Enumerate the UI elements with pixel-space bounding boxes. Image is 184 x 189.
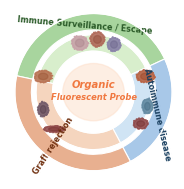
Wedge shape: [36, 80, 121, 149]
Text: Immune Surveillance / Escape: Immune Surveillance / Escape: [17, 15, 153, 35]
Wedge shape: [17, 13, 165, 79]
Polygon shape: [38, 73, 48, 80]
Wedge shape: [37, 35, 146, 84]
Ellipse shape: [63, 64, 124, 121]
Polygon shape: [72, 36, 89, 50]
Wedge shape: [123, 59, 172, 162]
Text: Autoimmune disease: Autoimmune disease: [142, 67, 173, 161]
Polygon shape: [111, 41, 117, 48]
Text: Fluorescent Probe: Fluorescent Probe: [51, 93, 137, 102]
Circle shape: [34, 32, 153, 152]
Wedge shape: [36, 80, 121, 149]
Text: Organic: Organic: [72, 81, 115, 91]
Polygon shape: [49, 127, 60, 131]
Polygon shape: [75, 39, 84, 47]
Wedge shape: [113, 68, 151, 143]
Wedge shape: [37, 35, 146, 84]
Polygon shape: [137, 121, 145, 126]
Polygon shape: [133, 118, 148, 129]
Polygon shape: [40, 105, 46, 113]
Polygon shape: [145, 102, 150, 110]
Polygon shape: [141, 73, 150, 80]
Polygon shape: [136, 69, 155, 83]
Polygon shape: [107, 36, 121, 52]
Circle shape: [53, 51, 135, 133]
Text: Graft rejection: Graft rejection: [31, 116, 75, 176]
Polygon shape: [142, 98, 153, 114]
Polygon shape: [34, 70, 53, 83]
Polygon shape: [38, 101, 49, 117]
Polygon shape: [93, 36, 101, 43]
Polygon shape: [90, 32, 105, 47]
Polygon shape: [44, 126, 66, 133]
Wedge shape: [15, 76, 130, 171]
Wedge shape: [113, 68, 151, 143]
